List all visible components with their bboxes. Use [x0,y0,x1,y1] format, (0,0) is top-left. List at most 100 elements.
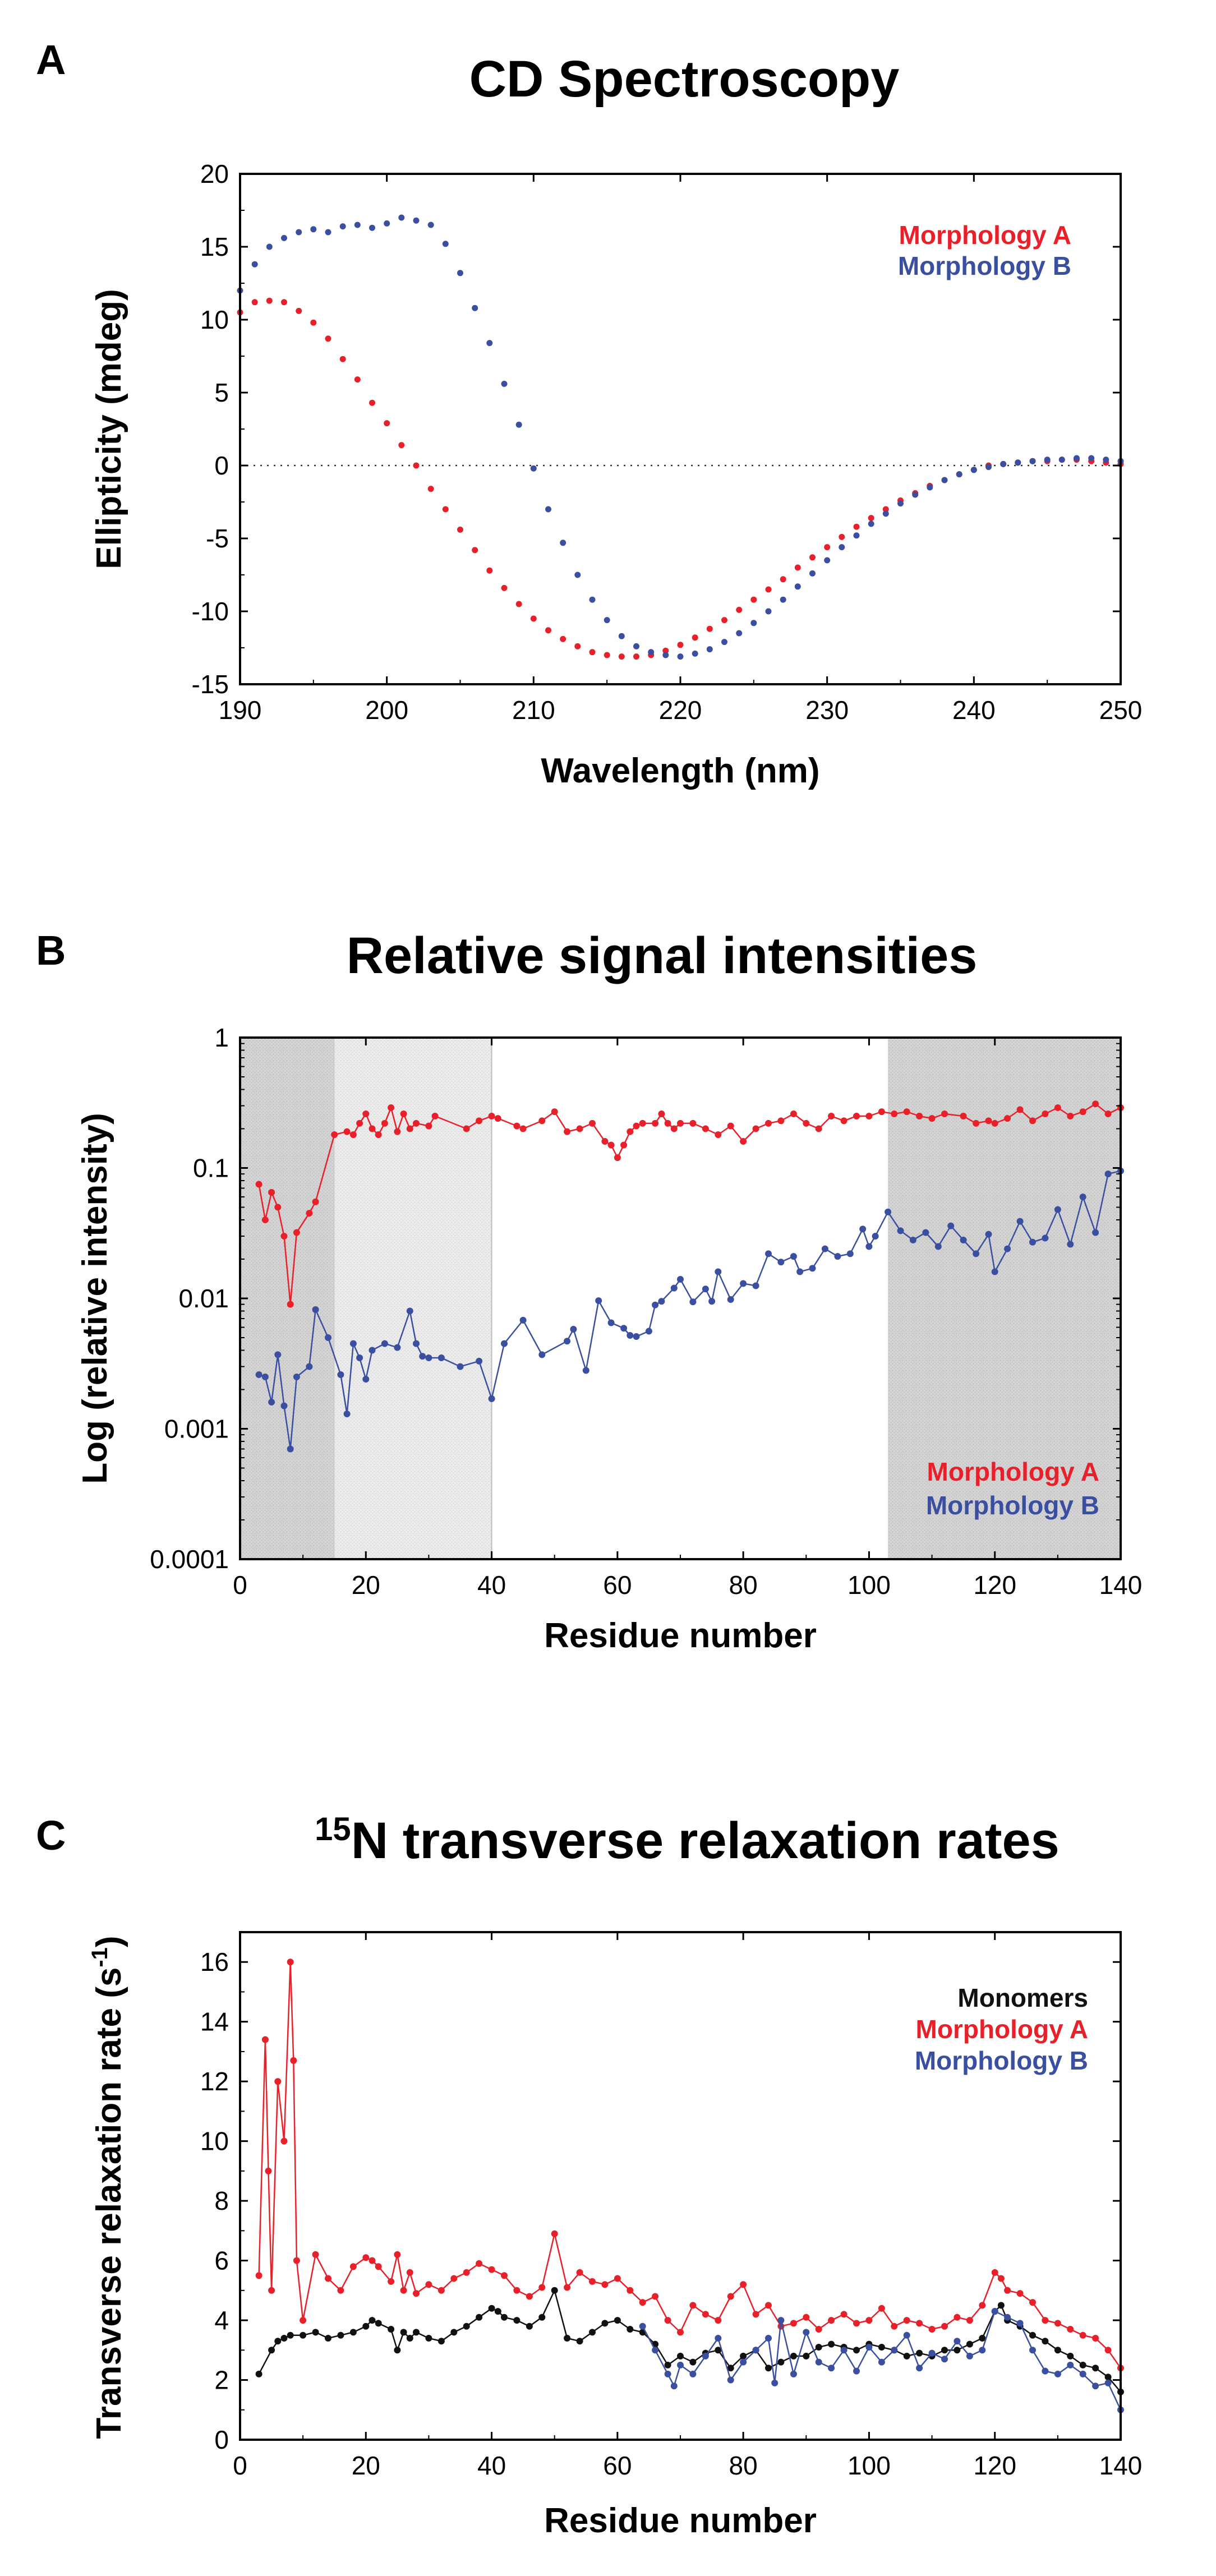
panel-c-point-morphology-b [771,2379,779,2386]
panel-b-point-morphology-b [846,1250,854,1257]
panel-a-point-morphology-b [794,583,801,590]
panel-c-point-morphology-a [589,2278,596,2285]
panel-b-x-axis-label: Residue number [544,1616,817,1655]
panel-c-point-morphology-a [564,2284,571,2291]
panel-b-point-morphology-a [765,1119,772,1127]
panel-b-point-morphology-a [564,1128,571,1135]
panel-b-shaded-region [334,1038,492,1559]
panel-c-point-monomers [300,2331,307,2339]
panel-c-point-morphology-b [677,2361,684,2368]
panel-a-point-morphology-b [310,226,317,233]
panel-c-legend: Monomers Morphology A Morphology B [915,1983,1088,2075]
panel-b-point-morphology-b [973,1250,980,1257]
panel-b-point-morphology-a [689,1119,697,1127]
panel-a-point-morphology-b [486,340,493,347]
panel-c-point-morphology-a [265,2167,272,2174]
panel-b-point-morphology-a [463,1125,470,1132]
panel-a-point-morphology-a [530,615,537,622]
panel-b-x-tick-label: 80 [729,1570,758,1600]
panel-a-point-morphology-a [251,299,258,306]
panel-b-point-morphology-a [790,1110,797,1117]
panel-c-x-tick-label: 20 [352,2451,380,2480]
panel-c-point-morphology-b [702,2352,709,2360]
panel-b-point-morphology-b [1104,1171,1112,1178]
panel-c-y-label-superscript: -1 [87,1947,112,1967]
panel-b-point-morphology-a [519,1125,527,1132]
panel-c-point-morphology-b [740,2358,747,2366]
panel-a-point-morphology-b [1058,457,1065,463]
panel-a-point-morphology-b [1088,455,1095,462]
panel-a-point-morphology-b [296,229,302,236]
panel-c-x-tick-label: 120 [973,2451,1016,2480]
panel-c-y-tick-label: 14 [200,2007,229,2036]
panel-b-point-morphology-a [306,1210,313,1217]
panel-a-point-morphology-b [677,653,684,660]
panel-b: B Relative signal intensities 0 20 40 60 80 1… [36,927,1142,1655]
panel-b-point-morphology-b [564,1338,571,1345]
panel-a-point-morphology-a [765,586,772,593]
panel-c-point-monomers [677,2352,684,2360]
panel-a-y-tick-label: 15 [200,232,229,261]
panel-a-point-morphology-b [354,222,361,228]
panel-c-point-morphology-b [752,2347,759,2354]
panel-b-point-morphology-b [437,1354,445,1361]
panel-c-point-morphology-a [815,2326,822,2333]
panel-c-point-monomers [689,2358,697,2366]
panel-c-point-monomers [425,2335,432,2342]
panel-c-point-morphology-b [1054,2370,1061,2377]
panel-b-point-morphology-b [306,1363,313,1370]
panel-c-point-morphology-b [828,2365,835,2372]
panel-c-point-morphology-a [325,2275,331,2282]
panel-c-point-morphology-a [765,2302,772,2309]
panel-b-point-morphology-b [809,1265,816,1272]
panel-a-point-morphology-b [662,652,669,658]
panel-c-x-tick-label: 80 [729,2451,758,2480]
panel-b-point-morphology-a [928,1115,936,1122]
panel-a-plot-frame [239,173,1122,685]
panel-a-point-morphology-a [882,506,889,513]
panel-c-point-monomers [853,2347,860,2354]
panel-b-y-tick-label: 0.0001 [150,1545,229,1574]
panel-b-point-morphology-b [413,1340,420,1347]
panel-b-point-morphology-a [1029,1117,1036,1125]
panel-b-point-morphology-b [885,1208,892,1215]
panel-c-point-monomers [413,2329,420,2336]
panel-c-point-monomers [997,2302,1005,2309]
panel-c-point-morphology-b [1067,2361,1074,2368]
panel-b-point-morphology-b [1054,1206,1061,1213]
panel-c-point-morphology-a [312,2251,319,2258]
panel-c-point-monomers [538,2314,546,2321]
panel-a-ticks: 190 200 210 220 230 240 250 -15 -10 -5 0 5 10 15 20 [192,159,1143,725]
panel-c-point-monomers [601,2320,609,2327]
panel-b-point-morphology-b [670,1284,678,1292]
panel-a-point-morphology-b [1074,455,1080,462]
panel-a-point-morphology-b [369,224,375,231]
panel-b-point-morphology-b [727,1296,734,1303]
panel-c-point-morphology-a [652,2293,659,2300]
panel-a-x-tick-label: 210 [512,695,555,725]
panel-b-point-morphology-b [582,1367,589,1374]
panel-a-point-morphology-a [824,544,831,551]
panel-b-x-tick-label: 0 [233,1570,247,1600]
panel-b-point-morphology-a [287,1301,294,1308]
panel-c-point-morphology-a [538,2284,546,2291]
panel-a: A CD Spectroscopy 190 200 210 220 230 240 250-… [36,36,1142,790]
panel-c-point-morphology-b [891,2347,898,2354]
panel-a-x-tick-label: 190 [219,695,262,725]
panel-b-point-morphology-b [1079,1193,1086,1201]
panel-a-legend-morphology-a: Morphology A [899,220,1071,250]
panel-b-point-morphology-b [476,1357,483,1365]
panel-c-y-label-main: Transverse relaxation rate (s [90,1967,128,2439]
panel-a-point-morphology-a [413,462,420,469]
panel-c-point-morphology-a [1079,2331,1086,2339]
panel-a-legend-morphology-b: Morphology B [898,251,1071,280]
panel-c-point-monomers [916,2349,923,2357]
panel-b-point-morphology-a [261,1216,269,1223]
panel-c-point-monomers [501,2314,508,2321]
panel-b-point-morphology-a [1016,1106,1024,1113]
panel-b-point-morphology-b [859,1225,867,1233]
panel-c-point-morphology-a [1092,2335,1099,2342]
panel-a-point-morphology-b [809,570,816,577]
panel-b-point-morphology-b [752,1282,759,1289]
panel-c-ticks: 0 20 40 60 80 100 120 140 0 2 4 6 8 10 12 14 16 [200,1932,1142,2480]
